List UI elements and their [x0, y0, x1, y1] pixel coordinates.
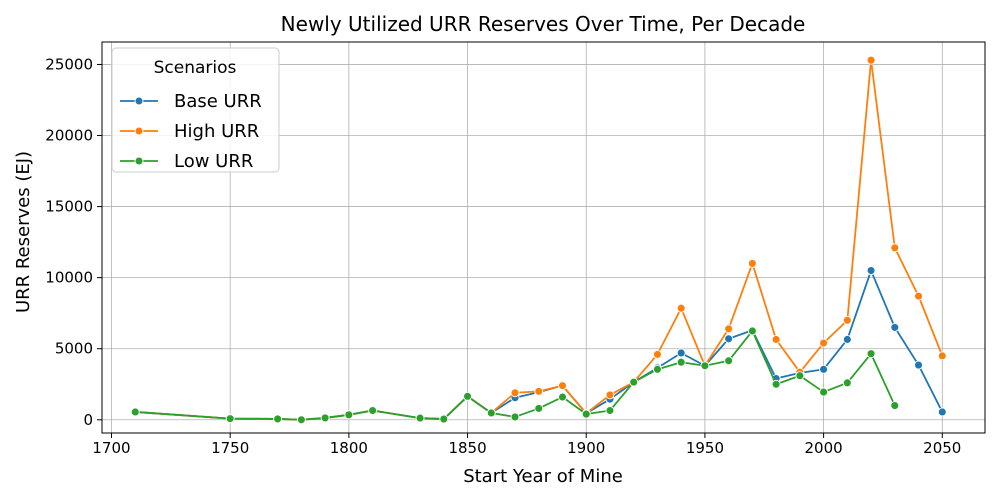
data-point [795, 371, 805, 381]
data-point [747, 326, 757, 336]
data-point [652, 364, 662, 374]
x-tick-label: 2050 [923, 439, 961, 457]
data-point [130, 407, 140, 417]
data-point [676, 357, 686, 367]
y-tick-label: 10000 [45, 269, 93, 287]
legend-label: High URR [174, 121, 259, 142]
y-tick-label: 0 [83, 411, 93, 429]
data-point [225, 414, 235, 424]
data-point [724, 324, 734, 334]
data-point [937, 407, 947, 417]
data-point [486, 408, 496, 418]
data-point [866, 266, 876, 275]
data-point [914, 360, 923, 370]
x-tick-label: 2000 [804, 439, 842, 457]
axes: 1700 1750 1800 1850 1900 1950 2000 2050 0 5000 100… [45, 41, 986, 457]
y-tick-label: 15000 [45, 198, 93, 216]
legend-title: Scenarios [154, 58, 237, 78]
data-point [510, 388, 520, 398]
legend-item: High URR [120, 121, 259, 142]
data-point [819, 364, 829, 374]
data-point [558, 392, 567, 402]
data-point [581, 409, 591, 419]
data-point [605, 390, 615, 400]
x-tick-label: 1850 [448, 439, 486, 457]
data-point [842, 315, 852, 325]
data-point [534, 386, 544, 396]
data-point [296, 415, 306, 425]
data-point [700, 361, 710, 371]
data-point [676, 303, 686, 313]
legend-item: Low URR [120, 151, 253, 172]
legend-box [111, 47, 280, 173]
data-point [463, 391, 472, 401]
data-point [771, 379, 781, 389]
data-point [629, 377, 639, 387]
data-point [558, 381, 567, 391]
series-line [135, 330, 896, 421]
legend: Scenarios Base URR High URR Low URR [111, 47, 280, 173]
data-point [724, 356, 734, 366]
y-tick-label: 25000 [45, 55, 93, 73]
y-tick-label: 5000 [55, 340, 93, 358]
data-point [866, 349, 876, 359]
x-axis-label: Start Year of Mine [463, 466, 623, 487]
data-point [439, 414, 449, 424]
legend-label: Low URR [174, 151, 253, 172]
data-point [724, 334, 734, 344]
data-point [819, 338, 829, 348]
series-low-urr [130, 326, 900, 425]
series-lines [130, 55, 947, 425]
x-tick-label: 1950 [686, 439, 724, 457]
legend-swatch-marker [134, 96, 144, 106]
data-point [320, 413, 330, 423]
plot-frame [101, 41, 986, 434]
data-point [344, 410, 354, 420]
data-point [771, 335, 781, 344]
data-point [510, 412, 520, 422]
x-tick-label: 1900 [567, 439, 605, 457]
y-axis-label: URR Reserves (EJ) [13, 151, 34, 313]
data-point [819, 387, 829, 397]
data-point [842, 335, 852, 344]
data-point [676, 348, 686, 358]
data-point [273, 414, 283, 424]
data-point [890, 243, 900, 253]
grid-lines [102, 42, 985, 433]
data-point [652, 349, 662, 359]
x-tick-label: 1750 [211, 439, 249, 457]
legend-swatch-marker [134, 126, 144, 136]
x-tick-label: 1700 [92, 439, 130, 457]
data-point [842, 378, 852, 388]
data-point [937, 351, 947, 361]
data-point [890, 401, 900, 411]
data-point [605, 406, 615, 415]
y-tick-label: 20000 [45, 127, 93, 145]
legend-label: Base URR [174, 91, 262, 112]
x-tick-label: 1800 [330, 439, 368, 457]
data-point [914, 291, 923, 301]
chart-title: Newly Utilized URR Reserves Over Time, P… [281, 12, 806, 36]
legend-item: Base URR [120, 91, 262, 112]
data-point [747, 258, 757, 268]
data-point [415, 413, 425, 423]
data-point [866, 55, 876, 65]
data-point [368, 406, 378, 415]
data-point [890, 322, 900, 332]
data-point [534, 403, 544, 413]
legend-swatch-marker [134, 156, 144, 166]
